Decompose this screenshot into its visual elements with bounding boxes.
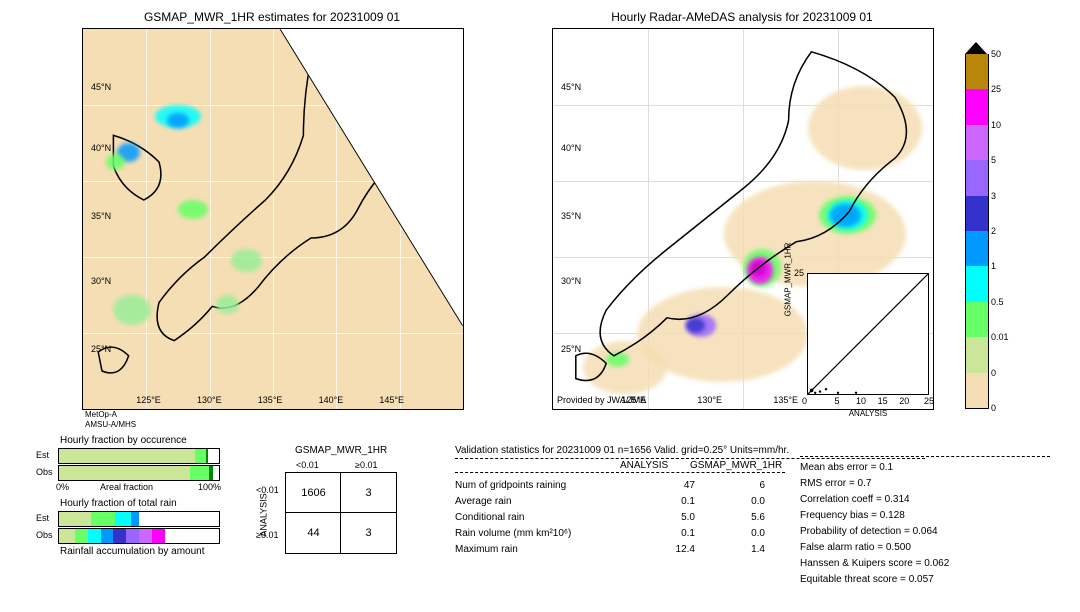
colorbar-arrow-icon <box>965 42 987 54</box>
obs-label: Obs <box>36 530 53 540</box>
left-map-title: GSMAP_MWR_1HR estimates for 20231009 01 <box>82 10 462 24</box>
matrix-row1: <0.01 <box>256 485 279 495</box>
occurrence-title: Hourly fraction by occurence <box>60 435 187 446</box>
stats-rows: Num of gridpoints raining476Average rain… <box>455 478 765 558</box>
left-footer-2: AMSU-A/MHS <box>85 420 136 429</box>
totalrain-title: Hourly fraction of total rain <box>60 498 177 509</box>
lat-tick: 25°N <box>91 344 111 354</box>
lon-tick: 125°E <box>136 395 161 405</box>
inset-tick: 15 <box>878 396 888 406</box>
lon-tick: 140°E <box>319 395 344 405</box>
matrix-cell-22: 3 <box>340 512 397 554</box>
left-rain-overlay <box>83 29 463 409</box>
colorbar-tick: 1 <box>991 261 996 271</box>
lon-tick: 135°E <box>773 395 798 405</box>
inset-tick: 0 <box>802 396 807 406</box>
colorbar-tick: 2 <box>991 226 996 236</box>
colorbar-tick: 3 <box>991 191 996 201</box>
left-footer-1: MetOp-A <box>85 410 117 419</box>
matrix-header: GSMAP_MWR_1HR <box>295 445 387 456</box>
bar-occurrence-est <box>58 448 220 464</box>
metric-row: Hanssen & Kuipers score = 0.062 <box>800 556 949 572</box>
est-label: Est <box>36 513 49 523</box>
colorbar-tick: 0.01 <box>991 332 1009 342</box>
stat-row: Conditional rain5.05.6 <box>455 510 765 526</box>
colorbar-tick: 10 <box>991 120 1001 130</box>
matrix-col2: ≥0.01 <box>355 460 377 470</box>
inset-ylabel: GSMAP_MWR_1HR <box>784 243 793 317</box>
provider-label: Provided by JWA/JMA <box>557 395 646 405</box>
metric-row: Correlation coeff = 0.314 <box>800 492 949 508</box>
bar-occurrence-obs <box>58 465 220 481</box>
lat-tick: 40°N <box>91 143 111 153</box>
lat-tick: 25°N <box>561 344 581 354</box>
accum-title: Rainfall accumulation by amount <box>60 546 205 557</box>
stats-metrics: Mean abs error = 0.1RMS error = 0.7Corre… <box>800 460 949 588</box>
inset-tick: 25 <box>794 268 804 278</box>
lat-tick: 30°N <box>91 276 111 286</box>
metric-row: Probability of detection = 0.064 <box>800 524 949 540</box>
stats-h2: GSMAP_MWR_1HR <box>690 460 782 471</box>
colorbar-tick: 5 <box>991 155 996 165</box>
lat-tick: 45°N <box>561 82 581 92</box>
lat-tick: 40°N <box>561 143 581 153</box>
inset-tick: 10 <box>856 396 866 406</box>
matrix-row2: ≥0.01 <box>256 530 278 540</box>
colorbar-tick: 25 <box>991 84 1001 94</box>
stat-row: Maximum rain12.41.4 <box>455 542 765 558</box>
est-label: Est <box>36 450 49 460</box>
right-map-panel: 45°N 40°N 35°N 30°N 25°N 125°E 130°E 135… <box>552 28 934 410</box>
colorbar-tick: 0.5 <box>991 297 1004 307</box>
inset-scatter: 0 25 25 5 10 15 20 ANALYSIS GSMAP_MWR_1H… <box>807 273 929 395</box>
bar-x0: 0% <box>56 482 69 492</box>
stats-h1: ANALYSIS <box>620 460 668 471</box>
lat-tick: 35°N <box>561 211 581 221</box>
colorbar: 50251053210.50.0100 <box>965 42 987 408</box>
left-map-panel: 45°N 40°N 35°N 30°N 25°N 125°E 130°E 135… <box>82 28 464 410</box>
matrix-cell-21: 44 <box>285 512 342 554</box>
stat-row: Rain volume (mm km²10⁶)0.10.0 <box>455 526 765 542</box>
lon-tick: 130°E <box>197 395 222 405</box>
inset-tick: 20 <box>899 396 909 406</box>
right-map-title: Hourly Radar-AMeDAS analysis for 2023100… <box>552 10 932 24</box>
obs-label: Obs <box>36 467 53 477</box>
matrix-cell-12: 3 <box>340 472 397 514</box>
inset-tick: 25 <box>924 396 934 406</box>
lon-tick: 130°E <box>697 395 722 405</box>
metric-row: Frequency bias = 0.128 <box>800 508 949 524</box>
metric-row: False alarm ratio = 0.500 <box>800 540 949 556</box>
stat-row: Average rain0.10.0 <box>455 494 765 510</box>
lat-tick: 30°N <box>561 276 581 286</box>
matrix-col1: <0.01 <box>296 460 319 470</box>
bar-x1: 100% <box>198 482 221 492</box>
lon-tick: 145°E <box>379 395 404 405</box>
metric-row: RMS error = 0.7 <box>800 476 949 492</box>
lon-tick: 135°E <box>258 395 283 405</box>
colorbar-tick: 50 <box>991 49 1001 59</box>
bar-xaxis: Areal fraction <box>100 482 153 492</box>
metric-row: Mean abs error = 0.1 <box>800 460 949 476</box>
matrix-cell-11: 1606 <box>285 472 342 514</box>
bar-totalrain-obs <box>58 528 220 544</box>
inset-xlabel: ANALYSIS <box>808 409 928 418</box>
bar-totalrain-est <box>58 511 220 527</box>
metric-row: Equitable threat score = 0.057 <box>800 572 949 588</box>
stat-row: Num of gridpoints raining476 <box>455 478 765 494</box>
colorbar-tick: 0 <box>991 368 996 378</box>
lat-tick: 35°N <box>91 211 111 221</box>
inset-tick: 5 <box>834 396 839 406</box>
lat-tick: 45°N <box>91 82 111 92</box>
